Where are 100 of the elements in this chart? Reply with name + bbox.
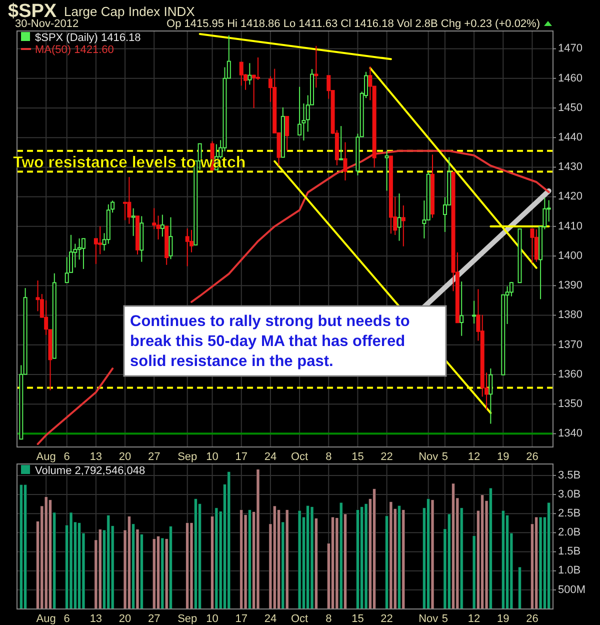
x-tick-label: 26 bbox=[526, 451, 538, 463]
bar bbox=[98, 529, 102, 610]
y-tick-label: 1340 bbox=[558, 428, 582, 440]
bar bbox=[227, 471, 231, 610]
bar bbox=[160, 538, 164, 610]
candlestick bbox=[530, 228, 534, 264]
bar bbox=[310, 506, 314, 610]
x-tick-label: 27 bbox=[148, 613, 160, 625]
bar bbox=[402, 510, 406, 610]
y-tick-label: 1.5B bbox=[558, 546, 581, 558]
x-tick-label: 12 bbox=[468, 451, 480, 463]
candlestick bbox=[384, 150, 389, 192]
bar bbox=[277, 510, 280, 610]
bar bbox=[306, 505, 310, 610]
bar bbox=[389, 502, 393, 610]
x-tick-label: 27 bbox=[148, 451, 160, 463]
candlestick bbox=[248, 62, 252, 86]
y-tick-label: 2.0B bbox=[558, 526, 581, 539]
y-tick-label: 1440 bbox=[558, 131, 582, 144]
y-tick-label: 1360 bbox=[558, 368, 582, 380]
candlestick bbox=[156, 215, 160, 240]
chart-subtitle: Large Cap Index INDX bbox=[64, 4, 196, 19]
x-tick-label: 19 bbox=[497, 451, 510, 463]
x-tick-label: 19 bbox=[497, 613, 510, 625]
candlestick bbox=[131, 208, 136, 236]
x-tick-label: 13 bbox=[90, 613, 102, 625]
x-tick-label: 12 bbox=[468, 613, 480, 625]
y-tick-label: 1350 bbox=[558, 398, 582, 410]
x-tick-label: Sep bbox=[178, 613, 198, 625]
candlestick bbox=[168, 216, 173, 260]
candlestick bbox=[488, 368, 493, 424]
x-tick-label: Sep bbox=[178, 451, 198, 463]
bar bbox=[285, 510, 289, 610]
candlestick bbox=[460, 281, 464, 336]
bar bbox=[69, 512, 73, 610]
x-tick-label: Nov bbox=[418, 613, 439, 625]
x-tick-label: 10 bbox=[206, 451, 218, 463]
y-tick-label: 1370 bbox=[558, 338, 582, 351]
bar bbox=[272, 506, 276, 610]
bar bbox=[240, 510, 244, 610]
x-tick-label: Aug bbox=[36, 613, 56, 625]
annotation: Continues to rally strong but needs to break this 50-day MA that has offered solid resistance in the past. bbox=[130, 313, 410, 370]
y-tick-label: 1470 bbox=[558, 42, 582, 55]
bar bbox=[44, 496, 48, 610]
x-tick-label: 24 bbox=[264, 613, 277, 625]
candlestick bbox=[285, 116, 290, 152]
bar bbox=[298, 510, 302, 610]
candlestick bbox=[185, 228, 190, 267]
x-tick-label: Aug bbox=[36, 451, 56, 463]
legend-label: MA(50) 1421.60 bbox=[35, 44, 114, 56]
candlestick bbox=[127, 176, 132, 224]
bar bbox=[20, 484, 23, 610]
x-tick-label: 20 bbox=[118, 613, 132, 625]
bar bbox=[106, 514, 110, 610]
x-tick-label: 15 bbox=[352, 613, 364, 625]
candlestick bbox=[534, 228, 538, 262]
candlestick bbox=[81, 238, 86, 270]
x-tick-label: 15 bbox=[352, 451, 364, 463]
y-tick-label: 1390 bbox=[558, 280, 582, 292]
bar bbox=[398, 505, 401, 610]
bar bbox=[534, 516, 538, 610]
y-tick-label: 1420 bbox=[558, 190, 582, 203]
x-tick-label: 6 bbox=[64, 613, 70, 625]
y-tick-label: 3.0B bbox=[558, 488, 581, 500]
x-tick-label: 17 bbox=[235, 451, 248, 463]
x-tick-label: 20 bbox=[118, 451, 132, 463]
candlestick bbox=[152, 208, 156, 230]
bar bbox=[339, 502, 343, 610]
x-tick-label: 5 bbox=[442, 451, 448, 463]
bar bbox=[24, 484, 27, 610]
x-tick-label: 8 bbox=[326, 613, 332, 625]
y-tick-label: 1430 bbox=[558, 161, 582, 174]
candlestick bbox=[401, 204, 406, 247]
y-tick-label: 1.0B bbox=[558, 564, 581, 577]
x-tick-label: Oct bbox=[290, 613, 308, 625]
bar bbox=[547, 502, 550, 610]
y-tick-label: 1400 bbox=[558, 250, 582, 262]
x-tick-label: 22 bbox=[380, 613, 393, 625]
candlestick bbox=[339, 126, 344, 160]
bar bbox=[372, 488, 376, 610]
candlestick bbox=[239, 61, 244, 86]
x-tick-label: 5 bbox=[442, 613, 448, 625]
candlestick bbox=[343, 142, 348, 181]
y-tick-label: 1410 bbox=[558, 220, 582, 232]
x-tick-label: 17 bbox=[235, 613, 248, 625]
text: Op 1415.95 Hi 1418.86 Lo 1411.63 Cl 1416.18 Vol 2.8B Chg +0.23 (+0.02%) bbox=[166, 18, 540, 30]
legend-label: $SPX (Daily) 1416.18 bbox=[35, 32, 141, 44]
bar bbox=[256, 469, 260, 610]
x-tick-label: 8 bbox=[326, 451, 332, 463]
x-tick-label: 13 bbox=[90, 451, 102, 463]
bar bbox=[214, 508, 218, 610]
bar bbox=[356, 510, 360, 610]
bar bbox=[518, 566, 522, 610]
bar bbox=[152, 538, 156, 610]
bar bbox=[169, 526, 172, 610]
candlestick bbox=[397, 192, 402, 242]
x-tick-label: 6 bbox=[64, 451, 70, 463]
candlestick bbox=[160, 214, 164, 238]
bar bbox=[430, 500, 434, 610]
bar bbox=[186, 522, 190, 610]
